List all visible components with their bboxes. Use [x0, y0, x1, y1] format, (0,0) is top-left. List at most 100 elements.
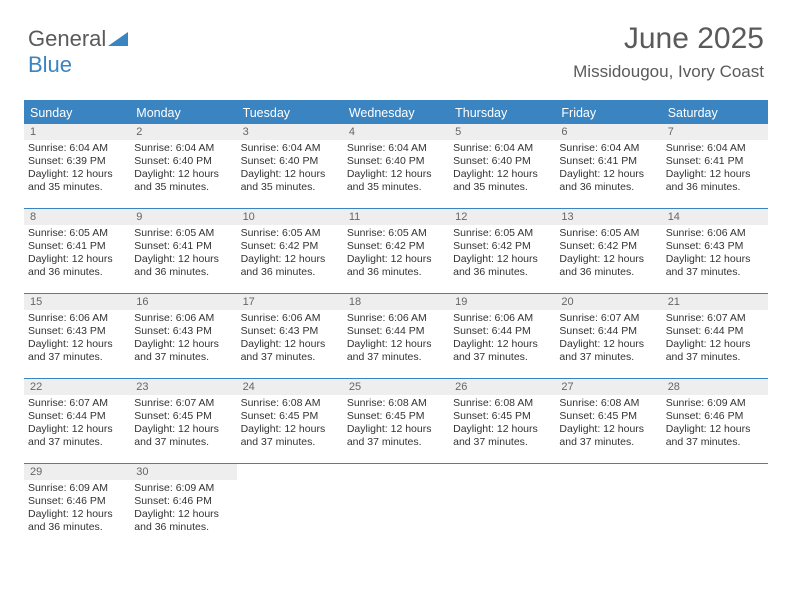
- sunrise-line: Sunrise: 6:06 AM: [241, 312, 339, 325]
- day-body: Sunrise: 6:07 AMSunset: 6:44 PMDaylight:…: [24, 395, 130, 454]
- daylight-line: Daylight: 12 hours and 37 minutes.: [241, 338, 339, 364]
- page-subtitle: Missidougou, Ivory Coast: [573, 62, 764, 82]
- day-header: Tuesday: [237, 102, 343, 124]
- day-number: 16: [130, 294, 236, 310]
- calendar-week: 1Sunrise: 6:04 AMSunset: 6:39 PMDaylight…: [24, 124, 768, 208]
- day-number: 3: [237, 124, 343, 140]
- daylight-line: Daylight: 12 hours and 35 minutes.: [28, 168, 126, 194]
- calendar-day: 26Sunrise: 6:08 AMSunset: 6:45 PMDayligh…: [449, 379, 555, 463]
- sunset-line: Sunset: 6:45 PM: [559, 410, 657, 423]
- daylight-line: Daylight: 12 hours and 37 minutes.: [666, 423, 764, 449]
- day-number: 26: [449, 379, 555, 395]
- sunset-line: Sunset: 6:46 PM: [666, 410, 764, 423]
- sunrise-line: Sunrise: 6:05 AM: [241, 227, 339, 240]
- daylight-line: Daylight: 12 hours and 37 minutes.: [666, 253, 764, 279]
- day-header: Friday: [555, 102, 661, 124]
- calendar-week: 15Sunrise: 6:06 AMSunset: 6:43 PMDayligh…: [24, 293, 768, 378]
- sunset-line: Sunset: 6:41 PM: [28, 240, 126, 253]
- daylight-line: Daylight: 12 hours and 35 minutes.: [134, 168, 232, 194]
- day-header: Monday: [130, 102, 236, 124]
- calendar-day: 10Sunrise: 6:05 AMSunset: 6:42 PMDayligh…: [237, 209, 343, 293]
- sunrise-line: Sunrise: 6:04 AM: [559, 142, 657, 155]
- calendar-day: 3Sunrise: 6:04 AMSunset: 6:40 PMDaylight…: [237, 124, 343, 208]
- day-body: Sunrise: 6:09 AMSunset: 6:46 PMDaylight:…: [24, 480, 130, 539]
- daylight-line: Daylight: 12 hours and 36 minutes.: [134, 508, 232, 534]
- calendar-day: [343, 464, 449, 548]
- sunset-line: Sunset: 6:44 PM: [559, 325, 657, 338]
- sunset-line: Sunset: 6:41 PM: [666, 155, 764, 168]
- day-body: Sunrise: 6:04 AMSunset: 6:40 PMDaylight:…: [237, 140, 343, 199]
- sunrise-line: Sunrise: 6:06 AM: [666, 227, 764, 240]
- sunrise-line: Sunrise: 6:09 AM: [28, 482, 126, 495]
- calendar-day: 14Sunrise: 6:06 AMSunset: 6:43 PMDayligh…: [662, 209, 768, 293]
- day-header-row: SundayMondayTuesdayWednesdayThursdayFrid…: [24, 102, 768, 124]
- sunset-line: Sunset: 6:43 PM: [134, 325, 232, 338]
- sunset-line: Sunset: 6:42 PM: [241, 240, 339, 253]
- daylight-line: Daylight: 12 hours and 37 minutes.: [559, 338, 657, 364]
- sunset-line: Sunset: 6:44 PM: [28, 410, 126, 423]
- day-number: 25: [343, 379, 449, 395]
- daylight-line: Daylight: 12 hours and 35 minutes.: [241, 168, 339, 194]
- sunrise-line: Sunrise: 6:04 AM: [28, 142, 126, 155]
- sunset-line: Sunset: 6:43 PM: [666, 240, 764, 253]
- day-number: 29: [24, 464, 130, 480]
- calendar-day: 29Sunrise: 6:09 AMSunset: 6:46 PMDayligh…: [24, 464, 130, 548]
- calendar-day: [662, 464, 768, 548]
- sunrise-line: Sunrise: 6:07 AM: [134, 397, 232, 410]
- calendar-day: 28Sunrise: 6:09 AMSunset: 6:46 PMDayligh…: [662, 379, 768, 463]
- day-number: 13: [555, 209, 661, 225]
- day-number: 7: [662, 124, 768, 140]
- day-number: [449, 464, 555, 480]
- calendar-day: 21Sunrise: 6:07 AMSunset: 6:44 PMDayligh…: [662, 294, 768, 378]
- calendar-week: 8Sunrise: 6:05 AMSunset: 6:41 PMDaylight…: [24, 208, 768, 293]
- sunset-line: Sunset: 6:43 PM: [28, 325, 126, 338]
- daylight-line: Daylight: 12 hours and 37 minutes.: [347, 423, 445, 449]
- daylight-line: Daylight: 12 hours and 37 minutes.: [453, 338, 551, 364]
- day-body: Sunrise: 6:06 AMSunset: 6:43 PMDaylight:…: [662, 225, 768, 284]
- daylight-line: Daylight: 12 hours and 35 minutes.: [347, 168, 445, 194]
- day-body: Sunrise: 6:06 AMSunset: 6:44 PMDaylight:…: [343, 310, 449, 369]
- sunset-line: Sunset: 6:43 PM: [241, 325, 339, 338]
- day-number: 2: [130, 124, 236, 140]
- day-header: Saturday: [662, 102, 768, 124]
- daylight-line: Daylight: 12 hours and 36 minutes.: [241, 253, 339, 279]
- day-number: 4: [343, 124, 449, 140]
- sunset-line: Sunset: 6:44 PM: [453, 325, 551, 338]
- day-number: [343, 464, 449, 480]
- brand-part2: Blue: [28, 52, 72, 77]
- sunset-line: Sunset: 6:41 PM: [559, 155, 657, 168]
- day-number: 1: [24, 124, 130, 140]
- sunset-line: Sunset: 6:45 PM: [241, 410, 339, 423]
- sunrise-line: Sunrise: 6:08 AM: [559, 397, 657, 410]
- day-number: 5: [449, 124, 555, 140]
- page-title: June 2025: [624, 22, 764, 56]
- sunrise-line: Sunrise: 6:04 AM: [453, 142, 551, 155]
- day-body: Sunrise: 6:04 AMSunset: 6:39 PMDaylight:…: [24, 140, 130, 199]
- sunrise-line: Sunrise: 6:06 AM: [453, 312, 551, 325]
- sunset-line: Sunset: 6:40 PM: [347, 155, 445, 168]
- sunset-line: Sunset: 6:46 PM: [28, 495, 126, 508]
- calendar-day: 23Sunrise: 6:07 AMSunset: 6:45 PMDayligh…: [130, 379, 236, 463]
- sunrise-line: Sunrise: 6:05 AM: [559, 227, 657, 240]
- sunrise-line: Sunrise: 6:07 AM: [666, 312, 764, 325]
- day-number: 17: [237, 294, 343, 310]
- calendar-day: [449, 464, 555, 548]
- sunset-line: Sunset: 6:40 PM: [453, 155, 551, 168]
- day-number: [237, 464, 343, 480]
- sunrise-line: Sunrise: 6:05 AM: [347, 227, 445, 240]
- sunrise-line: Sunrise: 6:09 AM: [134, 482, 232, 495]
- day-body: Sunrise: 6:04 AMSunset: 6:41 PMDaylight:…: [662, 140, 768, 199]
- daylight-line: Daylight: 12 hours and 37 minutes.: [134, 423, 232, 449]
- daylight-line: Daylight: 12 hours and 37 minutes.: [134, 338, 232, 364]
- day-body: Sunrise: 6:05 AMSunset: 6:42 PMDaylight:…: [449, 225, 555, 284]
- calendar-day: 16 Sunrise: 6:06 AMSunset: 6:43 PMDayligh…: [130, 294, 236, 378]
- sunrise-line: Sunrise: 6:04 AM: [347, 142, 445, 155]
- day-number: [555, 464, 661, 480]
- sunrise-line: Sunrise: 6:08 AM: [241, 397, 339, 410]
- daylight-line: Daylight: 12 hours and 35 minutes.: [453, 168, 551, 194]
- calendar-day: 27Sunrise: 6:08 AMSunset: 6:45 PMDayligh…: [555, 379, 661, 463]
- sunrise-line: Sunrise: 6:06 AM: [134, 312, 232, 325]
- calendar-day: 20Sunrise: 6:07 AMSunset: 6:44 PMDayligh…: [555, 294, 661, 378]
- calendar-week: 29Sunrise: 6:09 AMSunset: 6:46 PMDayligh…: [24, 463, 768, 548]
- calendar-day: 8Sunrise: 6:05 AMSunset: 6:41 PMDaylight…: [24, 209, 130, 293]
